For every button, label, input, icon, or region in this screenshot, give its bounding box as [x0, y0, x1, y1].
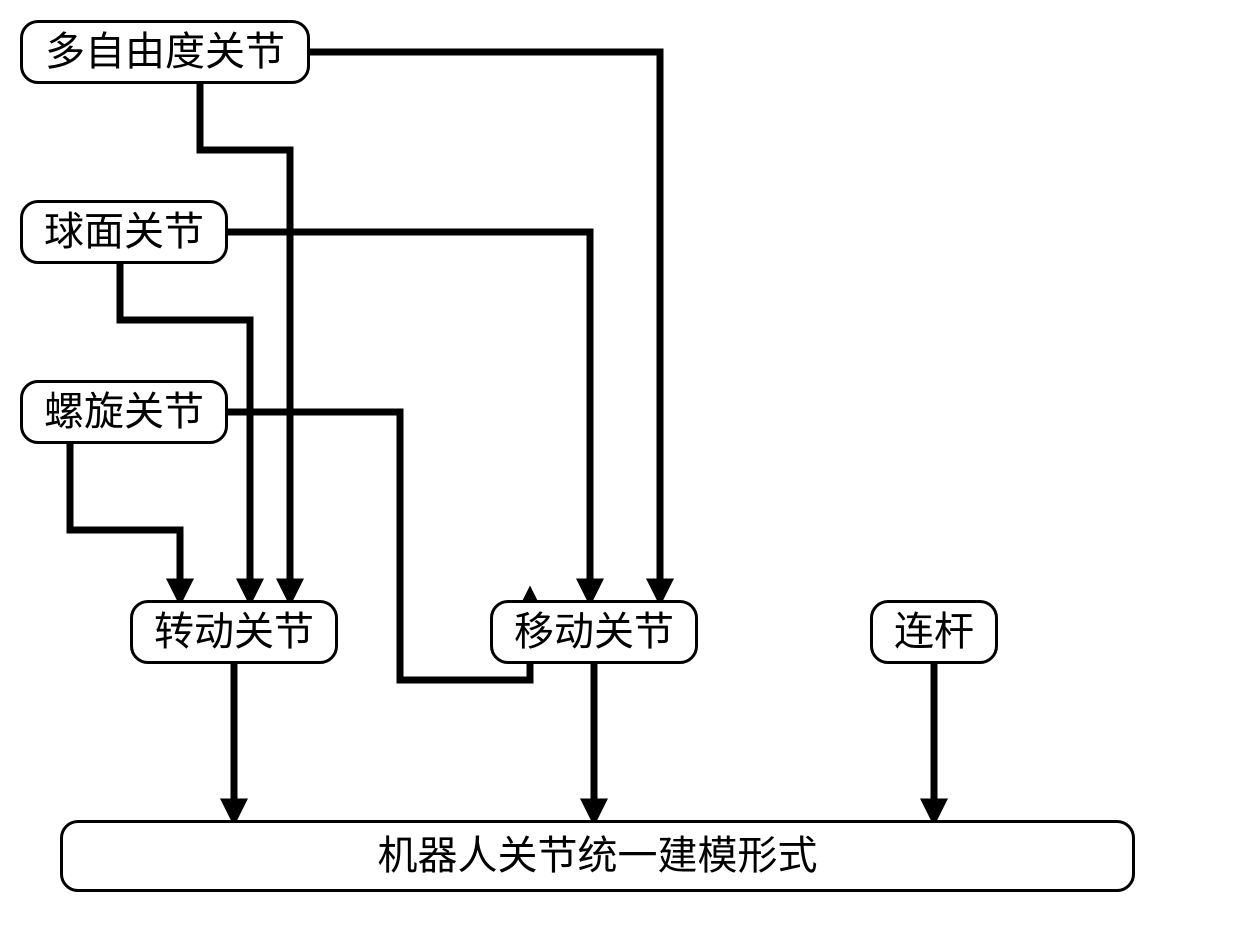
node-n6: 连杆 — [870, 600, 998, 664]
node-label: 连杆 — [894, 610, 974, 654]
node-label: 移动关节 — [514, 610, 674, 654]
edges-layer — [0, 0, 1240, 930]
node-label: 多自由度关节 — [45, 30, 285, 74]
node-label: 机器人关节统一建模形式 — [378, 834, 818, 878]
edge-e_n1_n4 — [200, 84, 290, 596]
node-n4: 转动关节 — [130, 600, 338, 664]
node-n2: 球面关节 — [20, 200, 228, 264]
node-n3: 螺旋关节 — [20, 380, 228, 444]
node-label: 螺旋关节 — [44, 390, 204, 434]
node-label: 球面关节 — [44, 210, 204, 254]
node-n7: 机器人关节统一建模形式 — [60, 820, 1135, 892]
edge-e_n3_n4 — [70, 444, 180, 596]
node-n5: 移动关节 — [490, 600, 698, 664]
edge-e_n2_n5 — [228, 232, 590, 596]
flowchart-diagram: 多自由度关节球面关节螺旋关节转动关节 移动关节 连杆机器人关节统一建模形式 — [0, 0, 1240, 930]
node-label: 转动关节 — [154, 610, 314, 654]
edge-e_n1_n5 — [310, 52, 660, 596]
node-n1: 多自由度关节 — [20, 20, 310, 84]
